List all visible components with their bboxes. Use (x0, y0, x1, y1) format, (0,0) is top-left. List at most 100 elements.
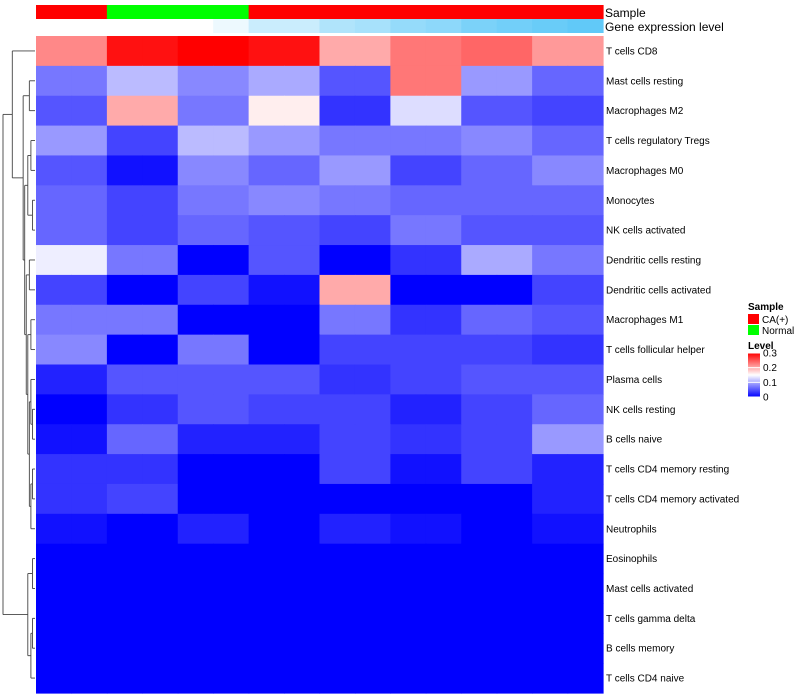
heatmap-cell (213, 215, 250, 246)
heatmap-cell (142, 603, 179, 634)
row-label: T cells gamma delta (606, 614, 696, 625)
legend-level-tick-label: 0.3 (763, 349, 777, 360)
heatmap-cell (71, 663, 108, 694)
heatmap-cell (71, 394, 108, 425)
heatmap-cell (354, 95, 391, 127)
heatmap-cell (567, 245, 604, 276)
heatmap-cell (461, 483, 498, 515)
heatmap-cell (319, 36, 356, 67)
heatmap-cell (142, 394, 179, 425)
sample-annotation-track (36, 5, 604, 19)
heatmap-cell (36, 304, 73, 336)
heatmap-cell (567, 483, 604, 515)
heatmap-cell (213, 125, 250, 157)
heatmap-cell (248, 603, 285, 634)
heatmap-cell (106, 364, 143, 395)
heatmap-cell (319, 603, 356, 634)
heatmap-cell (496, 633, 533, 664)
heatmap-cell (461, 155, 498, 186)
heatmap-cell (319, 364, 356, 395)
heatmap-cell (142, 334, 179, 366)
heatmap-cell (461, 543, 498, 575)
heatmap-cell (71, 424, 108, 455)
heatmap-cell (213, 663, 250, 694)
heatmap-cell (177, 304, 214, 336)
heatmap-cell (71, 513, 108, 545)
heatmap-cell (106, 603, 143, 634)
sample-annotation-cell (177, 5, 214, 19)
heatmap-cell (425, 513, 462, 545)
heatmap-cell (390, 573, 427, 605)
heatmap-cell (36, 573, 73, 605)
heatmap-cell (142, 245, 179, 276)
heatmap-cell (390, 155, 427, 186)
heatmap-cell (461, 125, 498, 157)
heatmap-cell (567, 454, 604, 485)
heatmap-cell (532, 334, 569, 366)
heatmap-cell (567, 543, 604, 575)
heatmap-cell (567, 215, 604, 246)
heatmap-cell (390, 454, 427, 485)
heatmap-cell (532, 603, 569, 634)
gene-expression-annotation-cell (496, 19, 533, 33)
gene-expression-annotation-cell (532, 19, 569, 33)
heatmap-cell (106, 424, 143, 455)
legend-level-tick-label: 0 (763, 393, 769, 404)
legend-swatch-ca (748, 314, 759, 324)
heatmap-cell (106, 304, 143, 336)
heatmap-cell (532, 155, 569, 186)
heatmap-cell (177, 215, 214, 246)
heatmap-cell (496, 424, 533, 455)
heatmap-cell (248, 663, 285, 694)
heatmap-cell (567, 573, 604, 605)
legend-level-ticks: 0.3 0.2 0.1 0 (748, 349, 777, 404)
heatmap-cell (284, 513, 321, 545)
heatmap-cell (496, 245, 533, 276)
heatmap-cell (425, 424, 462, 455)
heatmap-cell (532, 454, 569, 485)
heatmap-cell (36, 513, 73, 545)
row-label: T cells regulatory Tregs (606, 136, 710, 147)
sample-annotation-cell (36, 5, 73, 19)
heatmap-cell (425, 603, 462, 634)
sample-annotation-cell (425, 5, 462, 19)
heatmap-cell (142, 304, 179, 336)
heatmap-cell (177, 334, 214, 366)
heatmap-cell (36, 394, 73, 425)
heatmap-cell (284, 334, 321, 366)
gene-expression-annotation-cell (354, 19, 391, 33)
heatmap-cell (177, 364, 214, 395)
heatmap-cell (390, 125, 427, 157)
heatmap-cell (567, 125, 604, 157)
heatmap-cell (390, 483, 427, 515)
heatmap-cell (390, 274, 427, 306)
heatmap-cell (532, 364, 569, 395)
heatmap-cell (71, 603, 108, 634)
heatmap-cell (142, 95, 179, 127)
heatmap-cell (319, 543, 356, 575)
heatmap-cell (390, 603, 427, 634)
heatmap-cell (284, 394, 321, 425)
heatmap-cell (213, 543, 250, 575)
heatmap-cell (496, 454, 533, 485)
gene-expression-annotation-cell (177, 19, 214, 33)
heatmap-cell (319, 633, 356, 664)
heatmap-cell (177, 185, 214, 216)
heatmap-cell (567, 513, 604, 545)
heatmap-cell (213, 65, 250, 97)
row-labels: T cells CD8 Mast cells resting Macrophages… (606, 46, 739, 684)
heatmap-cell (496, 543, 533, 575)
row-label: Eosinophils (606, 554, 657, 565)
heatmap-cell (36, 274, 73, 306)
heatmap-cell (284, 454, 321, 485)
heatmap-cell (71, 125, 108, 157)
heatmap-cell (532, 36, 569, 67)
heatmap-cell (248, 424, 285, 455)
sample-annotation-cell (496, 5, 533, 19)
gene-expression-annotation-cell (142, 19, 179, 33)
heatmap-cell (425, 185, 462, 216)
heatmap-cell (390, 36, 427, 67)
heatmap-cell (142, 125, 179, 157)
heatmap-cell (532, 394, 569, 425)
